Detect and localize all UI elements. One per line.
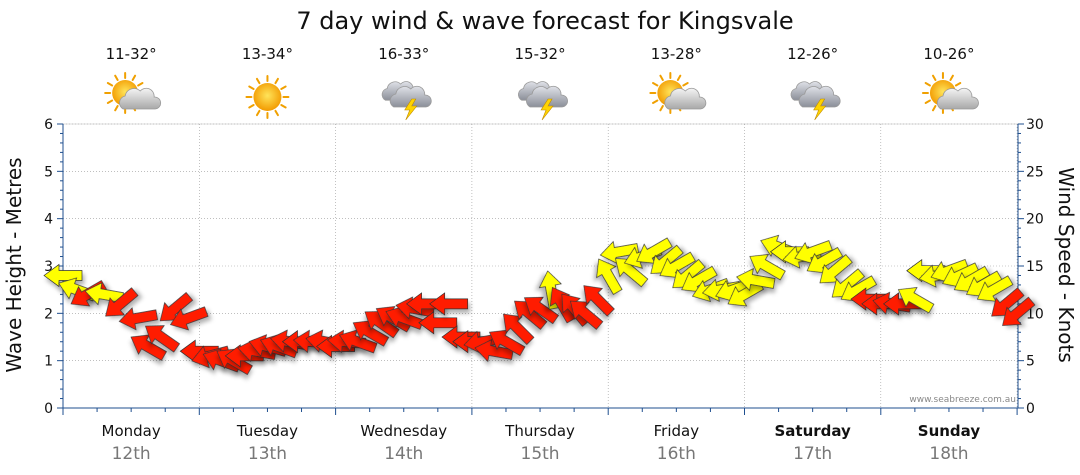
right-tick-label: 10 [1026,306,1044,322]
right-tick-label: 15 [1026,259,1044,275]
storm-icon [790,81,841,121]
right-tick-label: 20 [1026,212,1044,228]
partly-cloudy-icon [104,72,162,114]
right-axis-title: Wind Speed - Knots [1054,167,1078,363]
wind-arrow [145,325,181,353]
wind-arrow [596,258,623,295]
day-name-label: Sunday [918,422,981,440]
grid-lines [62,123,1019,409]
left-tick-label: 5 [44,164,53,180]
day-date-label: 14th [384,444,423,464]
day-name-label: Friday [654,422,700,440]
day-name-label: Tuesday [236,422,298,440]
wind-arrow [749,254,786,281]
left-tick-label: 3 [44,259,53,275]
wind-arrow [418,311,458,335]
chart-title: 7 day wind & wave forecast for Kingsvale [296,7,793,35]
day-date-label: 17th [793,444,832,464]
right-tick-label: 0 [1026,401,1035,417]
wind-arrow [429,292,469,316]
left-tick-label: 4 [44,212,53,228]
temperature-label: 13-28° [651,45,702,63]
temperature-label: 15-32° [515,45,566,63]
right-tick-label: 30 [1026,117,1044,133]
day-date-label: 16th [657,444,696,464]
left-axis-title: Wave Height - Metres [2,157,26,372]
day-date-label: 18th [929,444,968,464]
partly-cloudy-icon [649,72,707,114]
day-name-label: Saturday [774,422,851,440]
left-tick-label: 1 [44,354,53,370]
wind-arrow [897,287,935,314]
day-labels: Monday 12th Tuesday 13th Wednesday 14th Thursd… [102,422,981,464]
temperature-label: 12-26° [787,45,838,63]
temperature-label: 16-33° [378,45,429,63]
wind-arrow [105,287,139,317]
weather-icons [104,72,979,121]
wind-arrow [43,263,83,288]
day-name-label: Thursday [504,422,575,440]
wind-arrow [524,296,560,325]
temperature-labels: 11-32° 13-34° 16-33° 15-32° 13-28° 12-26° 10-2… [106,45,975,63]
sunny-icon [245,75,290,119]
wind-arrow [474,339,514,363]
wind-arrow [118,307,158,331]
credit-text: www.seabreeze.com.au [909,395,1016,405]
temperature-label: 10-26° [923,45,974,63]
wind-arrow [569,300,604,330]
partly-cloudy-icon [921,72,979,114]
wind-arrows [43,234,1036,376]
day-name-label: Wednesday [360,422,447,440]
temperature-label: 13-34° [242,45,293,63]
wind-arrow [503,313,535,345]
wind-arrow [169,306,209,331]
left-tick-label: 0 [44,401,53,417]
wind-arrow [583,285,615,317]
day-date-label: 13th [248,444,287,464]
day-date-label: 15th [521,444,560,464]
day-date-label: 12th [112,444,151,464]
right-tick-label: 5 [1026,354,1035,370]
temperature-label: 11-32° [106,45,157,63]
storm-icon [381,81,432,121]
left-tick-label: 2 [44,306,53,322]
wind-arrow [736,268,776,292]
day-name-label: Monday [102,422,161,440]
axes: 0 1 2 3 4 5 6 0 5 10 15 20 25 30 [44,117,1044,417]
wind-arrow [1002,296,1036,326]
storm-icon [518,81,568,121]
left-tick-label: 6 [44,117,53,133]
right-tick-label: 25 [1026,164,1044,180]
